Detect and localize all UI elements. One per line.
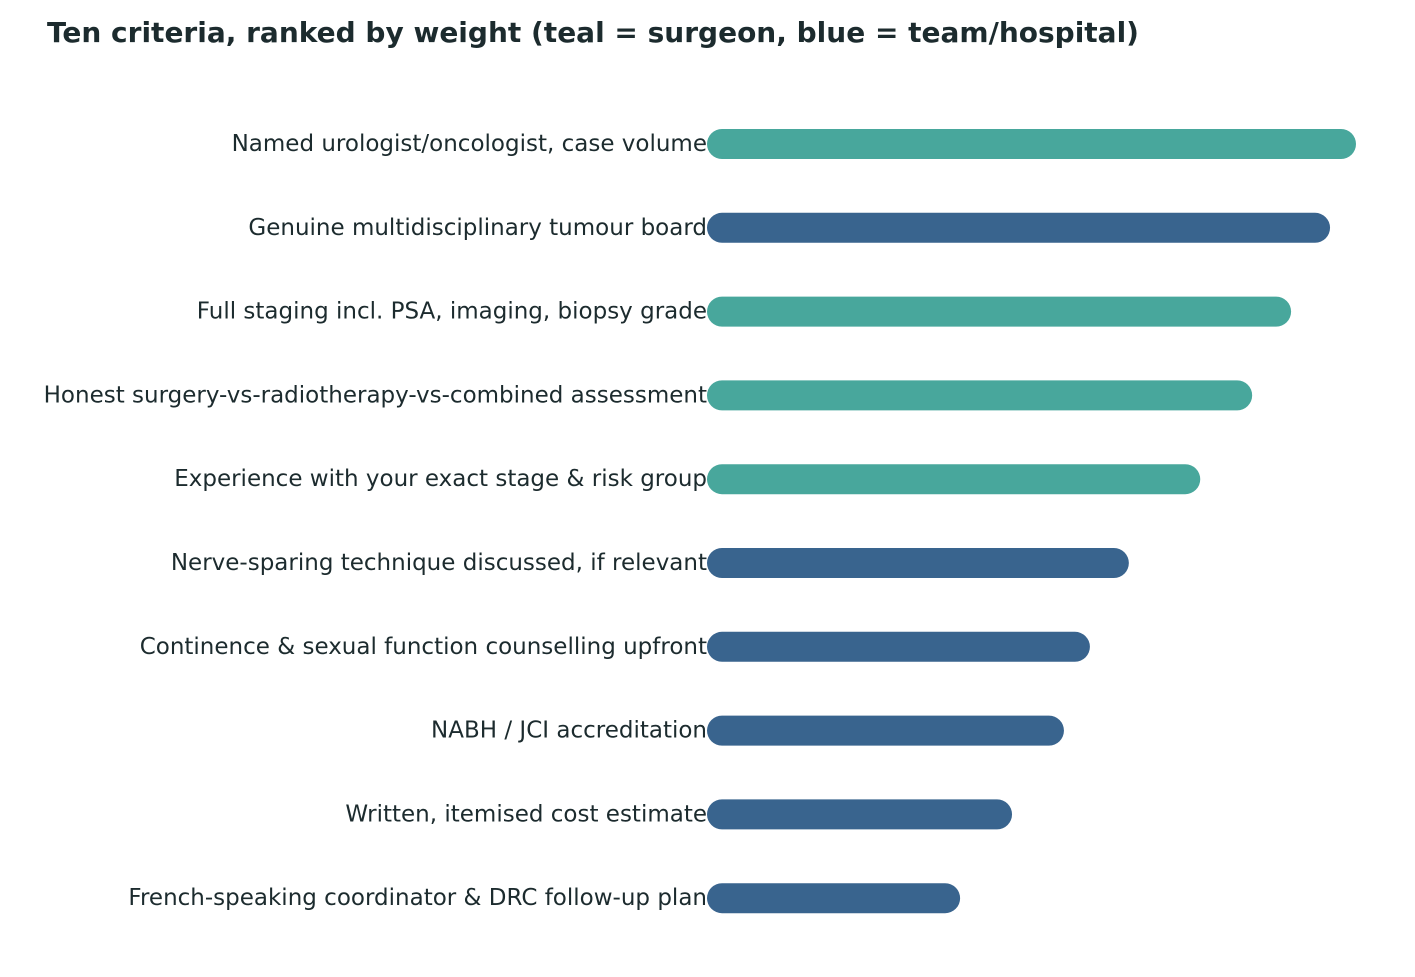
- bar-team: [707, 715, 1064, 746]
- bar-team: [707, 548, 1129, 578]
- bars: [707, 129, 1356, 914]
- chart-title: Ten criteria, ranked by weight (teal = s…: [47, 16, 1139, 49]
- category-label: Full staging incl. PSA, imaging, biopsy …: [197, 299, 707, 325]
- category-label: French-speaking coordinator & DRC follow…: [128, 885, 707, 911]
- category-label: Continence & sexual function counselling…: [140, 634, 707, 660]
- category-label: Genuine multidisciplinary tumour board: [248, 215, 707, 241]
- bar-team: [707, 799, 1013, 830]
- category-label: Nerve-sparing technique discussed, if re…: [171, 550, 707, 576]
- bar-team: [707, 883, 961, 914]
- bar-surgeon: [707, 129, 1356, 159]
- bar-surgeon: [707, 296, 1292, 327]
- bar-team: [707, 631, 1090, 662]
- category-label: Written, itemised cost estimate: [345, 801, 707, 827]
- bar-team: [707, 212, 1331, 243]
- category-label: Honest surgery-vs-radiotherapy-vs-combin…: [44, 382, 707, 408]
- bar-surgeon: [707, 464, 1201, 495]
- bar-surgeon: [707, 380, 1253, 411]
- category-label: Named urologist/oncologist, case volume: [232, 131, 707, 157]
- category-labels: Named urologist/oncologist, case volume G…: [44, 131, 707, 911]
- category-label: NABH / JCI accreditation: [431, 718, 707, 744]
- category-label: Experience with your exact stage & risk …: [174, 466, 707, 492]
